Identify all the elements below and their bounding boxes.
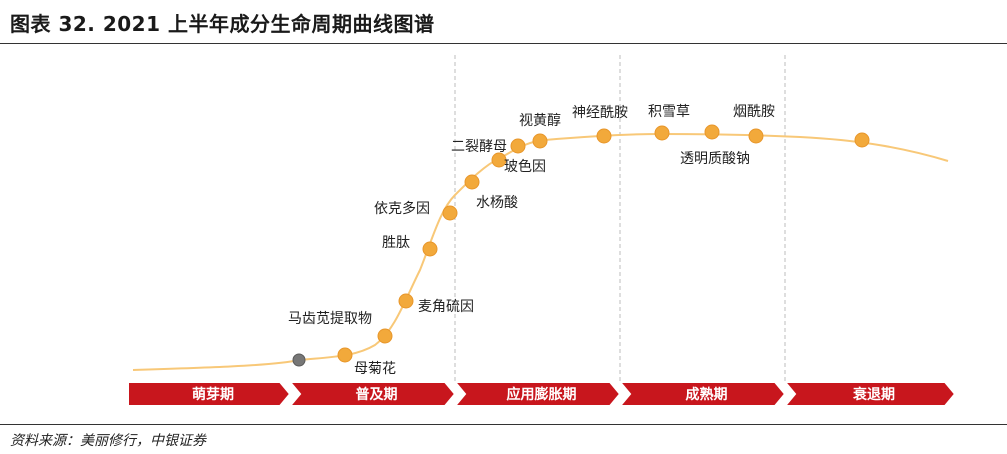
stage-label-maturity: 成熟期	[686, 386, 728, 403]
ingredient-label-12: 透明质酸钠	[680, 151, 750, 167]
ingredient-point-10	[596, 128, 612, 144]
ingredient-point-11	[654, 125, 670, 141]
ingredient-point-2	[377, 328, 393, 344]
ingredient-point-4	[422, 241, 438, 257]
ingredient-point-12	[704, 124, 720, 140]
start-point	[292, 353, 306, 367]
ingredient-point-6	[464, 174, 480, 190]
title-rule	[0, 43, 1007, 44]
ingredient-label-3: 麦角硫因	[418, 299, 474, 315]
ingredient-point-1	[337, 347, 353, 363]
stage-label-decline: 衰退期	[852, 386, 895, 403]
ingredient-point-9	[532, 133, 548, 149]
stage-label-adoption: 普及期	[356, 386, 398, 403]
ingredient-point-13	[748, 128, 764, 144]
footer-rule	[0, 424, 1007, 425]
ingredient-point-5	[442, 205, 458, 221]
ingredient-label-9: 视黄醇	[519, 112, 561, 129]
ingredient-label-11: 积雪草	[648, 104, 690, 120]
ingredient-label-1: 母菊花	[354, 361, 396, 377]
ingredient-label-6: 水杨酸	[476, 195, 518, 211]
stage-label-expansion: 应用膨胀期	[507, 386, 577, 403]
stage-label-sprout: 萌芽期	[192, 386, 234, 403]
ingredient-label-2: 马齿苋提取物	[288, 311, 372, 327]
stage-segment-maturity	[617, 381, 787, 407]
ingredient-point-8	[510, 138, 526, 154]
ingredient-point-7	[491, 152, 507, 168]
ingredient-label-13: 烟酰胺	[733, 104, 775, 120]
lifecycle-curve	[132, 132, 949, 371]
stage-segment-sprout	[127, 381, 292, 407]
ingredient-point-3	[398, 293, 414, 309]
ingredient-label-5: 依克多因	[374, 200, 430, 217]
stage-segment-adoption	[287, 381, 457, 407]
ingredient-point-14	[854, 132, 870, 148]
ingredient-label-8: 玻色因	[504, 158, 546, 175]
figure-title: 图表 32. 2021 上半年成分生命周期曲线图谱	[10, 12, 435, 36]
ingredient-label-10: 神经酰胺	[572, 105, 628, 121]
source-note: 资料来源：美丽修行，中银证券	[10, 433, 206, 449]
ingredient-label-4: 胜肽	[382, 235, 410, 251]
stage-segment-decline	[782, 381, 957, 407]
stage-band: 萌芽期 普及期 应用膨胀期 成熟期 衰退期	[127, 381, 957, 407]
stage-segment-expansion	[452, 381, 622, 407]
ingredient-points	[292, 124, 870, 367]
ingredient-label-7: 二裂酵母	[451, 139, 507, 155]
